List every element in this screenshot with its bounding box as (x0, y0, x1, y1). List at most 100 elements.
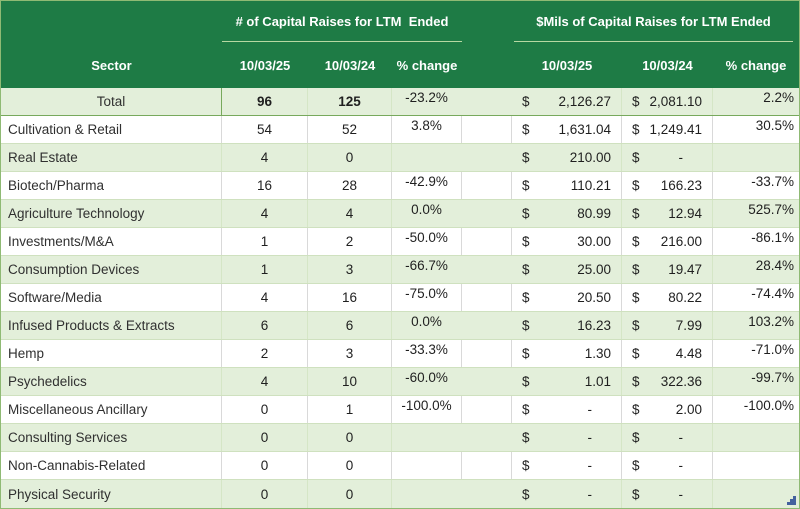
usd-2024-cell[interactable]: $1,249.41 (622, 116, 713, 143)
usd-change-cell[interactable]: 28.4% (713, 256, 799, 283)
usd-2025-cell[interactable]: $20.50 (512, 284, 622, 311)
count-2024-cell[interactable]: 52 (308, 116, 392, 143)
count-2025-cell[interactable]: 4 (222, 368, 308, 395)
sector-cell[interactable]: Psychedelics (1, 368, 222, 395)
sector-cell[interactable]: Miscellaneous Ancillary (1, 396, 222, 423)
count-change-cell[interactable]: -33.3% (392, 340, 462, 367)
count-2025-cell[interactable]: 0 (222, 480, 308, 508)
usd-change-cell[interactable]: 2.2% (713, 88, 799, 115)
usd-2025-cell[interactable]: $1.01 (512, 368, 622, 395)
usd-2025-cell[interactable]: $ - (512, 452, 622, 479)
count-2024-cell[interactable]: 125 (308, 88, 392, 115)
sector-cell[interactable]: Total (1, 88, 222, 115)
usd-change-cell[interactable]: -33.7% (713, 172, 799, 199)
usd-change-cell[interactable]: -71.0% (713, 340, 799, 367)
count-2024-cell[interactable]: 0 (308, 452, 392, 479)
count-2024-cell[interactable]: 0 (308, 144, 392, 171)
count-2025-cell[interactable]: 2 (222, 340, 308, 367)
count-change-cell[interactable]: -23.2% (392, 88, 462, 115)
usd-2024-cell[interactable]: $80.22 (622, 284, 713, 311)
usd-2025-cell[interactable]: $16.23 (512, 312, 622, 339)
count-change-cell[interactable] (392, 424, 462, 451)
count-2024-cell[interactable]: 2 (308, 228, 392, 255)
usd-2025-cell[interactable]: $1,631.04 (512, 116, 622, 143)
count-2025-cell[interactable]: 0 (222, 424, 308, 451)
sector-cell[interactable]: Investments/M&A (1, 228, 222, 255)
count-2024-cell[interactable]: 0 (308, 480, 392, 508)
usd-2024-cell[interactable]: $322.36 (622, 368, 713, 395)
count-2025-cell[interactable]: 4 (222, 284, 308, 311)
sector-cell[interactable]: Infused Products & Extracts (1, 312, 222, 339)
usd-2025-cell[interactable]: $ - (512, 480, 622, 508)
sector-cell[interactable]: Agriculture Technology (1, 200, 222, 227)
count-change-cell[interactable] (392, 452, 462, 479)
count-2024-cell[interactable]: 16 (308, 284, 392, 311)
usd-change-cell[interactable]: 525.7% (713, 200, 799, 227)
usd-2025-cell[interactable]: $ - (512, 424, 622, 451)
count-2025-cell[interactable]: 16 (222, 172, 308, 199)
count-2025-cell[interactable]: 96 (222, 88, 308, 115)
count-change-cell[interactable]: 0.0% (392, 312, 462, 339)
count-2025-cell[interactable]: 54 (222, 116, 308, 143)
usd-2024-cell[interactable]: $216.00 (622, 228, 713, 255)
count-2024-cell[interactable]: 6 (308, 312, 392, 339)
usd-change-cell[interactable]: -99.7% (713, 368, 799, 395)
usd-change-cell[interactable]: -74.4% (713, 284, 799, 311)
usd-2024-cell[interactable]: $12.94 (622, 200, 713, 227)
count-2025-cell[interactable]: 6 (222, 312, 308, 339)
count-change-cell[interactable]: -60.0% (392, 368, 462, 395)
sector-cell[interactable]: Consulting Services (1, 424, 222, 451)
count-2025-cell[interactable]: 1 (222, 228, 308, 255)
count-2025-cell[interactable]: 1 (222, 256, 308, 283)
count-2024-cell[interactable]: 10 (308, 368, 392, 395)
usd-2025-cell[interactable]: $ - (512, 396, 622, 423)
count-2024-cell[interactable]: 28 (308, 172, 392, 199)
sector-cell[interactable]: Real Estate (1, 144, 222, 171)
usd-2025-cell[interactable]: $210.00 (512, 144, 622, 171)
count-2025-cell[interactable]: 0 (222, 452, 308, 479)
count-change-cell[interactable]: 0.0% (392, 200, 462, 227)
usd-2024-cell[interactable]: $ - (622, 480, 713, 508)
count-2024-cell[interactable]: 4 (308, 200, 392, 227)
usd-change-cell[interactable] (713, 144, 799, 171)
usd-2025-cell[interactable]: $25.00 (512, 256, 622, 283)
usd-2025-cell[interactable]: $2,126.27 (512, 88, 622, 115)
count-2025-cell[interactable]: 0 (222, 396, 308, 423)
sector-cell[interactable]: Cultivation & Retail (1, 116, 222, 143)
usd-2025-cell[interactable]: $30.00 (512, 228, 622, 255)
count-2024-cell[interactable]: 3 (308, 340, 392, 367)
usd-2024-cell[interactable]: $2,081.10 (622, 88, 713, 115)
count-2024-cell[interactable]: 3 (308, 256, 392, 283)
usd-change-cell[interactable]: 30.5% (713, 116, 799, 143)
usd-2024-cell[interactable]: $ - (622, 452, 713, 479)
count-change-cell[interactable]: -75.0% (392, 284, 462, 311)
count-2025-cell[interactable]: 4 (222, 200, 308, 227)
count-2025-cell[interactable]: 4 (222, 144, 308, 171)
usd-2024-cell[interactable]: $4.48 (622, 340, 713, 367)
count-change-cell[interactable]: -100.0% (392, 396, 462, 423)
count-change-cell[interactable]: -42.9% (392, 172, 462, 199)
sector-cell[interactable]: Software/Media (1, 284, 222, 311)
usd-2024-cell[interactable]: $2.00 (622, 396, 713, 423)
count-change-cell[interactable] (392, 144, 462, 171)
sector-cell[interactable]: Consumption Devices (1, 256, 222, 283)
count-change-cell[interactable] (392, 480, 462, 508)
count-change-cell[interactable]: -66.7% (392, 256, 462, 283)
usd-2024-cell[interactable]: $166.23 (622, 172, 713, 199)
sector-cell[interactable]: Biotech/Pharma (1, 172, 222, 199)
count-change-cell[interactable]: -50.0% (392, 228, 462, 255)
usd-2024-cell[interactable]: $ - (622, 144, 713, 171)
usd-2025-cell[interactable]: $1.30 (512, 340, 622, 367)
count-2024-cell[interactable]: 1 (308, 396, 392, 423)
usd-change-cell[interactable]: 103.2% (713, 312, 799, 339)
usd-change-cell[interactable] (713, 452, 799, 479)
usd-2024-cell[interactable]: $19.47 (622, 256, 713, 283)
sector-cell[interactable]: Hemp (1, 340, 222, 367)
sector-cell[interactable]: Physical Security (1, 480, 222, 508)
usd-2025-cell[interactable]: $110.21 (512, 172, 622, 199)
usd-change-cell[interactable] (713, 424, 799, 451)
usd-2024-cell[interactable]: $ - (622, 424, 713, 451)
usd-change-cell[interactable]: -100.0% (713, 396, 799, 423)
count-2024-cell[interactable]: 0 (308, 424, 392, 451)
sector-cell[interactable]: Non-Cannabis-Related (1, 452, 222, 479)
